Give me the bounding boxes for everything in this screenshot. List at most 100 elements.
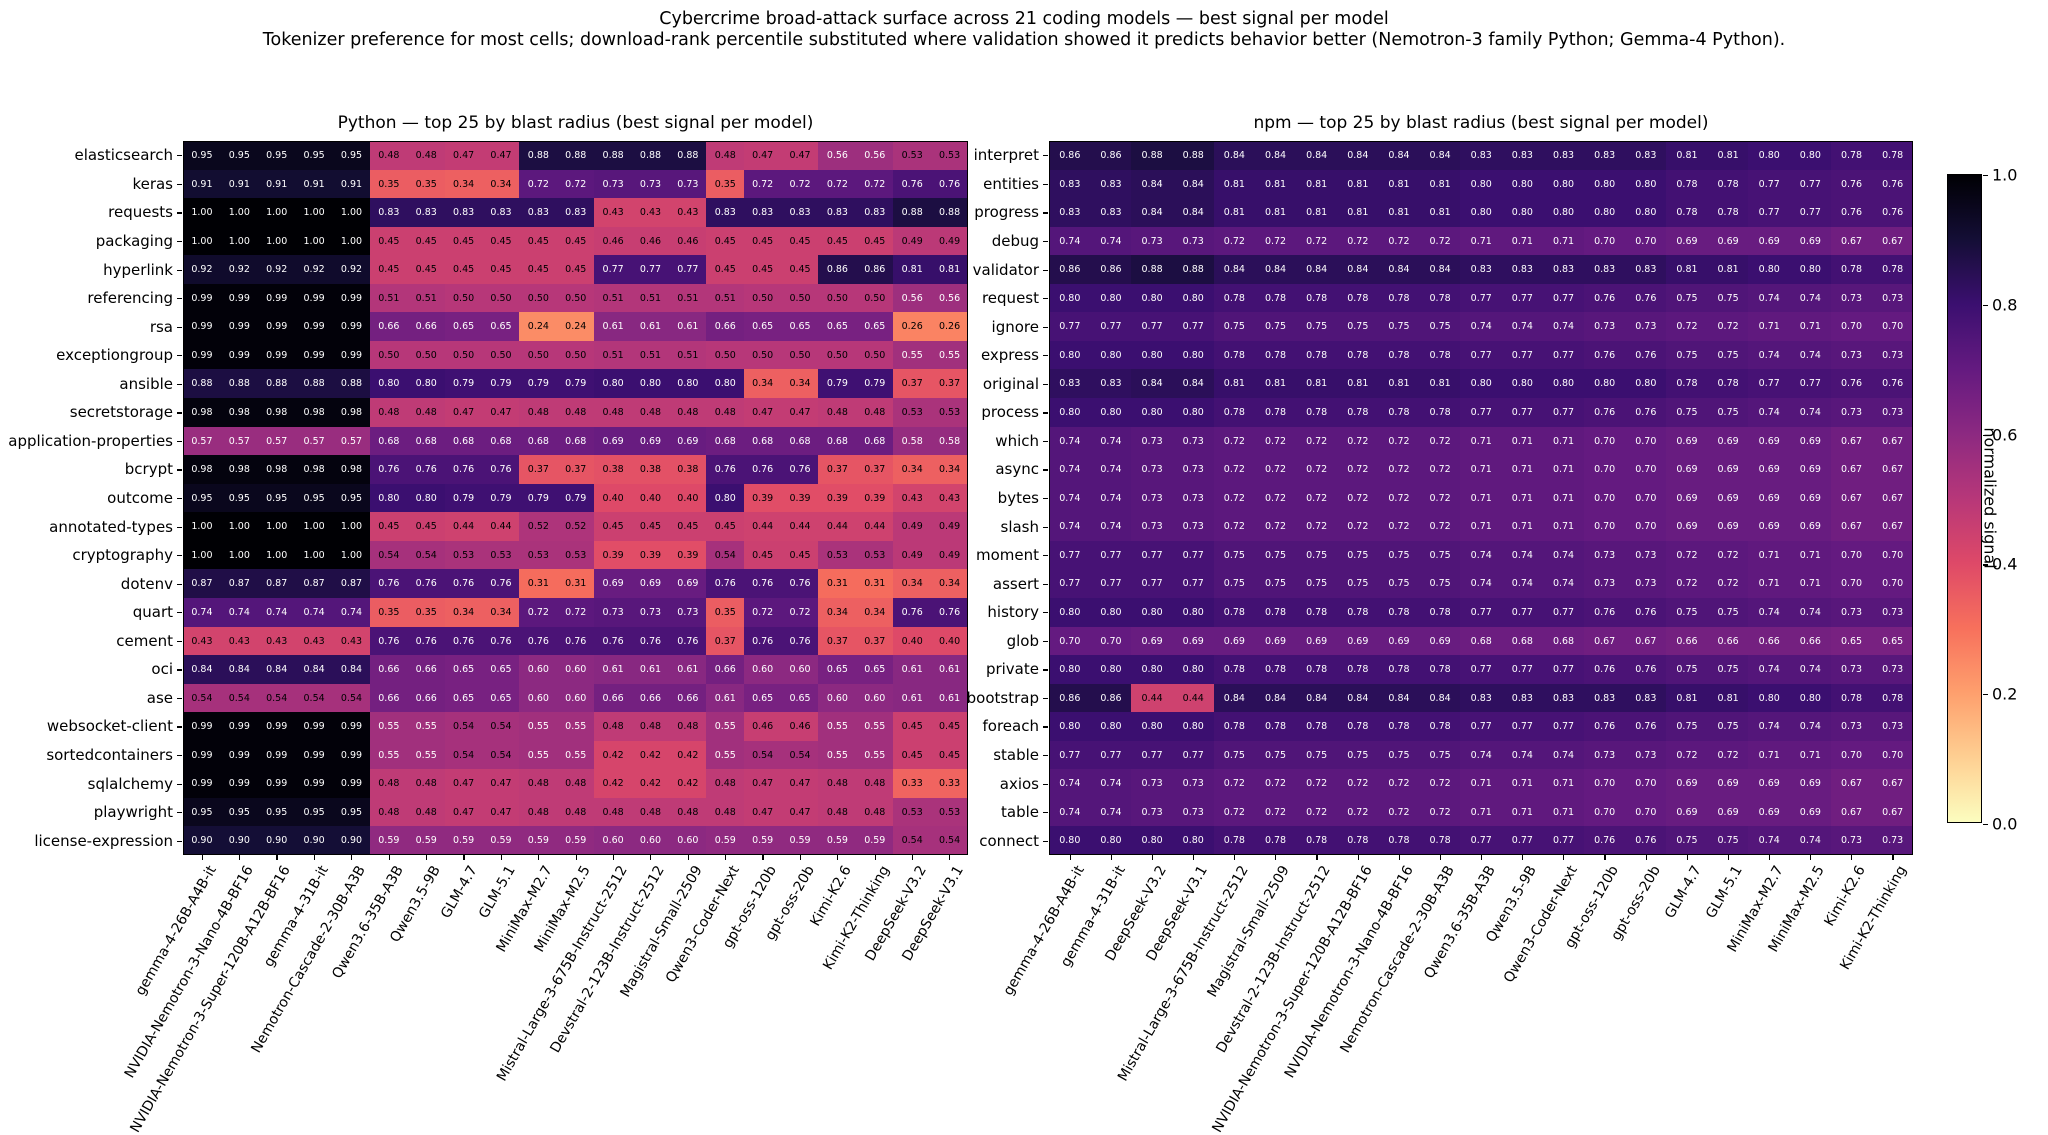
heatmap-cell: 1.00 (295, 512, 334, 542)
row-label: oci (151, 660, 173, 679)
heatmap-cell: 0.39 (781, 483, 819, 513)
heatmap-cell: 0.77 (594, 255, 633, 285)
heatmap-cell: 0.57 (183, 426, 221, 456)
heatmap-cell: 0.84 (257, 655, 296, 685)
x-tick (1439, 855, 1442, 860)
x-tick (949, 855, 951, 860)
heatmap-cell: 0.55 (818, 712, 857, 742)
heatmap-cell: 0.55 (855, 740, 894, 770)
row-label: cement (116, 631, 173, 650)
heatmap-cell: 0.50 (444, 340, 483, 370)
colorbar-label: normalized signal (1980, 427, 2000, 569)
heatmap-cell: 0.53 (893, 141, 932, 171)
heatmap-cell: 0.45 (855, 226, 894, 256)
heatmap-cell: 0.34 (743, 369, 782, 399)
python-heatmap-title: Python — top 25 by blast radius (best si… (337, 113, 814, 133)
y-tick (177, 669, 182, 671)
heatmap-cell: 0.34 (444, 169, 483, 199)
colorbar-tick (1983, 694, 1988, 696)
heatmap-cell: 0.55 (556, 740, 595, 770)
heatmap-cell: 1.00 (295, 226, 334, 256)
row-label: slash (1000, 517, 1040, 536)
heatmap-cell: 0.54 (332, 683, 371, 713)
heatmap-cell: 0.83 (706, 198, 745, 228)
heatmap-cell: 0.99 (295, 340, 334, 370)
heatmap-cell: 0.43 (594, 198, 633, 228)
heatmap-cell: 0.61 (893, 655, 932, 685)
heatmap-cell: 0.60 (519, 655, 558, 685)
y-tick (1043, 440, 1048, 443)
heatmap-cell: 0.84 (220, 655, 259, 685)
heatmap-cell: 0.44 (482, 512, 520, 542)
heatmap-cell: 0.72 (855, 169, 894, 199)
heatmap-cell: 0.43 (631, 198, 670, 228)
row-label: outcome (107, 489, 173, 507)
y-tick (1043, 583, 1048, 585)
row-label: moment (975, 546, 1039, 565)
heatmap-cell: 0.51 (369, 283, 408, 313)
heatmap-cell: 0.45 (893, 712, 932, 742)
heatmap-cell: 0.76 (369, 626, 408, 656)
heatmap-cell: 0.81 (930, 255, 969, 285)
y-tick (1043, 412, 1048, 414)
heatmap-cell: 0.47 (743, 398, 782, 428)
heatmap-cell: 0.72 (818, 169, 857, 199)
heatmap-cell: 0.60 (818, 683, 857, 713)
x-tick (1686, 855, 1688, 860)
row-label: playwright (93, 803, 173, 822)
y-tick (177, 440, 182, 443)
row-label: entities (983, 174, 1039, 193)
figure-subtitle: Tokenizer preference for most cells; dow… (262, 30, 1786, 50)
heatmap-cell: 0.81 (893, 255, 932, 285)
heatmap-cell: 0.61 (706, 683, 745, 713)
heatmap-cell: 0.72 (743, 597, 782, 627)
heatmap-cell: 0.84 (295, 655, 334, 685)
heatmap-cell: 0.76 (482, 626, 520, 656)
heatmap-cell: 0.98 (257, 455, 296, 485)
heatmap-cell: 0.54 (444, 740, 483, 770)
x-tick (1522, 855, 1524, 860)
row-label: packaging (95, 231, 173, 250)
heatmap-cell: 0.88 (257, 369, 296, 399)
python-heatmap-panel: Python — top 25 by blast radius (best si… (8, 113, 969, 1135)
heatmap-cell: 0.43 (668, 198, 707, 228)
heatmap-cell: 0.43 (183, 626, 221, 656)
heatmap-cell: 0.95 (295, 483, 334, 513)
heatmap-cell: 0.40 (930, 626, 969, 656)
heatmap-cell: 0.46 (594, 226, 633, 256)
heatmap-cell: 0.54 (444, 712, 483, 742)
x-tick (1398, 855, 1400, 860)
heatmap-cell: 0.49 (893, 540, 932, 570)
heatmap-cell: 0.48 (369, 141, 408, 171)
heatmap-cell: 0.76 (407, 569, 446, 599)
heatmap-cell: 0.48 (855, 398, 894, 428)
y-tick (177, 783, 182, 785)
heatmap-cell: 0.35 (706, 597, 745, 627)
heatmap-cell: 0.66 (369, 312, 408, 342)
heatmap-cell: 0.50 (855, 340, 894, 370)
y-tick (1043, 183, 1048, 186)
heatmap-cell: 0.91 (183, 169, 221, 199)
heatmap-cell: 0.34 (893, 569, 932, 599)
heatmap-cell: 0.76 (519, 626, 558, 656)
heatmap-cell: 0.54 (369, 540, 408, 570)
row-label: elasticsearch (74, 146, 173, 165)
heatmap-cell: 0.76 (781, 626, 819, 656)
heatmap-cell: 0.87 (183, 569, 221, 599)
heatmap-cell: 0.48 (631, 712, 670, 742)
row-label: request (981, 289, 1039, 308)
heatmap-cell: 0.83 (369, 198, 408, 228)
heatmap-cell: 0.72 (519, 169, 558, 199)
heatmap-cell: 0.60 (519, 683, 558, 713)
heatmap-cell: 0.34 (482, 597, 520, 627)
heatmap-cell: 0.98 (332, 398, 371, 428)
heatmap-cell: 0.92 (257, 255, 296, 285)
colorbar-tick-label: 1.0 (1992, 165, 2018, 185)
x-tick (313, 855, 316, 860)
heatmap-cell: 0.69 (631, 569, 670, 599)
heatmap-cell: 0.55 (855, 712, 894, 742)
heatmap-cell: 0.65 (444, 312, 483, 342)
heatmap-cell: 0.56 (893, 283, 932, 313)
heatmap-cell: 0.47 (444, 398, 483, 428)
heatmap-cell: 0.48 (706, 141, 745, 171)
